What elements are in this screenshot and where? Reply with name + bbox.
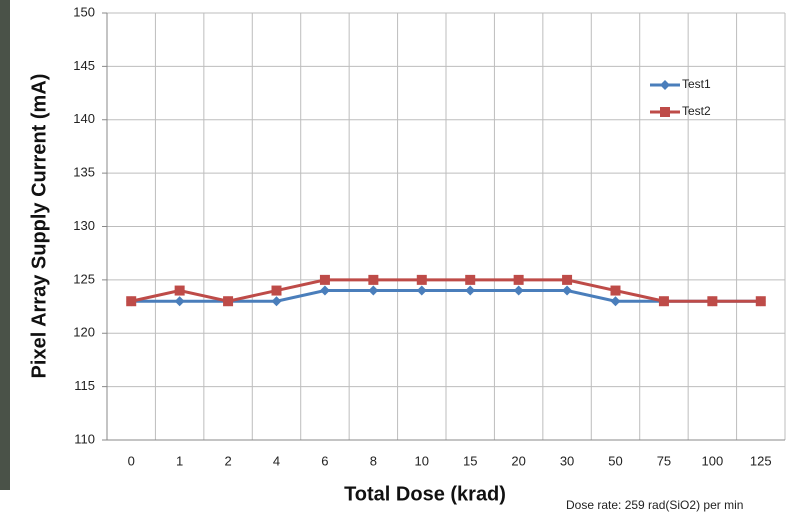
y-tick-label: 115	[74, 378, 95, 393]
marker	[272, 296, 282, 306]
chart: Pixel Array Supply Current (mA) Total Do…	[0, 0, 789, 512]
x-axis-title: Total Dose (krad)	[344, 483, 506, 505]
marker	[223, 296, 233, 306]
marker	[660, 107, 670, 117]
x-tick-label: 125	[750, 453, 772, 468]
legend-label: Test2	[682, 104, 711, 118]
marker	[320, 275, 330, 285]
x-tick-label: 100	[702, 453, 724, 468]
marker	[659, 296, 669, 306]
marker	[611, 296, 621, 306]
marker	[562, 286, 572, 296]
x-tick-label: 4	[273, 453, 280, 468]
x-tick-label: 6	[321, 453, 328, 468]
legend-label: Test1	[682, 77, 711, 91]
marker	[611, 286, 621, 296]
y-tick-label: 110	[74, 431, 95, 446]
x-tick-label: 50	[608, 453, 622, 468]
marker	[660, 80, 670, 90]
x-tick-label: 20	[511, 453, 525, 468]
y-tick-label: 120	[73, 325, 95, 340]
y-tick-label: 135	[73, 165, 95, 180]
x-tick-label: 2	[224, 453, 231, 468]
y-tick-label: 150	[73, 4, 95, 19]
marker	[417, 275, 427, 285]
marker	[368, 275, 378, 285]
marker	[175, 296, 185, 306]
x-tick-label: 1	[176, 453, 183, 468]
x-tick-label: 8	[370, 453, 377, 468]
marker	[465, 286, 475, 296]
y-tick-label: 125	[73, 271, 95, 286]
marker	[514, 275, 524, 285]
x-tick-label: 30	[560, 453, 574, 468]
marker	[465, 275, 475, 285]
marker	[272, 286, 282, 296]
marker	[514, 286, 524, 296]
marker	[320, 286, 330, 296]
marker	[707, 296, 717, 306]
x-tick-label: 75	[657, 453, 671, 468]
y-tick-label: 130	[73, 218, 95, 233]
x-tick-label: 15	[463, 453, 477, 468]
x-tick-label: 0	[128, 453, 135, 468]
x-tick-label: 10	[415, 453, 429, 468]
marker	[126, 296, 136, 306]
marker	[562, 275, 572, 285]
marker	[368, 286, 378, 296]
y-tick-label: 140	[73, 111, 95, 126]
annotation: Dose rate: 259 rad(SiO2) per min	[566, 498, 743, 512]
marker	[756, 296, 766, 306]
marker	[175, 286, 185, 296]
y-axis-title: Pixel Array Supply Current (mA)	[28, 74, 50, 379]
y-tick-label: 145	[73, 58, 95, 73]
background-strip	[0, 0, 10, 490]
marker	[417, 286, 427, 296]
